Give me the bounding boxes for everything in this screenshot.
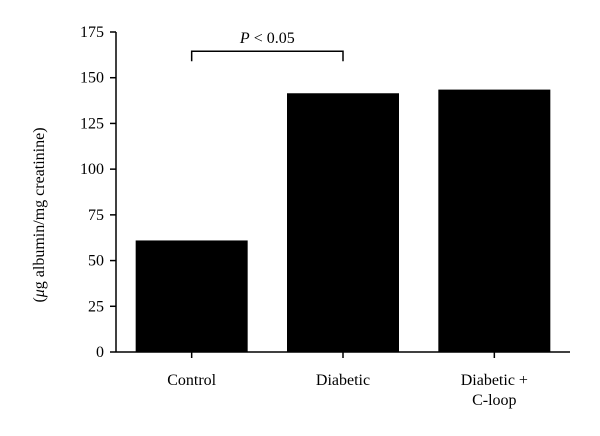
y-tick-label: 150: [80, 70, 104, 87]
bar: [287, 93, 399, 352]
y-tick-label: 175: [80, 24, 104, 41]
p-threshold: < 0.05: [250, 30, 295, 47]
y-tick-label: 50: [88, 253, 104, 270]
y-tick-label: 0: [96, 344, 104, 361]
significance-annotation: P < 0.05: [190, 30, 344, 62]
y-tick-label: 125: [80, 115, 104, 132]
x-tick-label: Diabetic: [316, 372, 370, 389]
bar: [438, 89, 551, 352]
y-tick-label: 100: [80, 161, 104, 178]
p-symbol: P: [239, 30, 250, 47]
y-axis-title-rest: g albumin/mg creatinine): [31, 127, 48, 289]
y-tick-label: 25: [88, 298, 104, 315]
y-axis-title: (μg albumin/mg creatinine): [31, 127, 48, 302]
significance-bracket: [190, 50, 344, 62]
x-tick-label: Control: [167, 372, 216, 389]
bar: [135, 240, 248, 352]
x-tick-label: Diabetic +: [461, 372, 528, 389]
x-tick-label: C-loop: [472, 392, 516, 409]
y-axis-title-mu: μ: [31, 289, 48, 298]
bars: [135, 89, 551, 352]
p-value-label: P < 0.05: [239, 30, 295, 47]
axes: 0 25 50 75 100 125 150 175 Control Diabetic Diabet…: [80, 24, 570, 409]
y-tick-label: 75: [88, 207, 104, 224]
y-axis-title-prefix: (: [31, 297, 48, 302]
